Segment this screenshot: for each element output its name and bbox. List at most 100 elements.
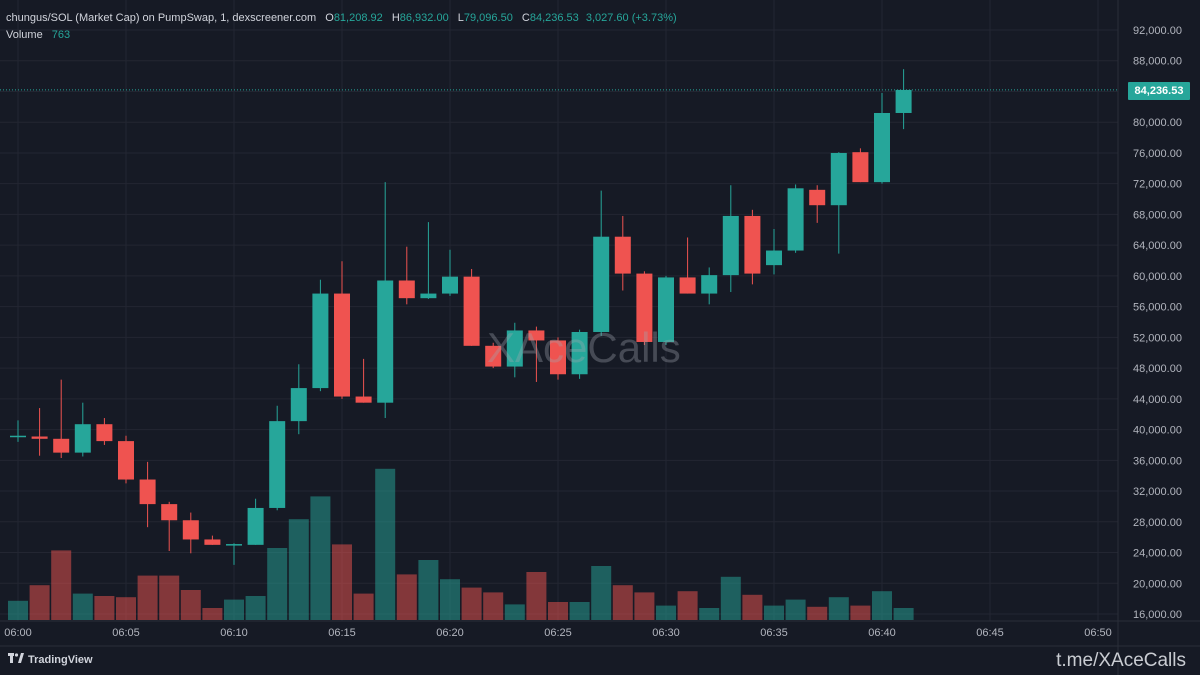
y-tick-label: 52,000.00 xyxy=(1133,332,1182,344)
low-label: L xyxy=(457,12,464,24)
volume-bar xyxy=(634,592,655,620)
high-value: 86,932.00 xyxy=(399,12,449,24)
x-tick-label: 06:40 xyxy=(868,627,896,639)
y-tick-label: 64,000.00 xyxy=(1133,240,1182,252)
y-tick-label: 72,000.00 xyxy=(1133,179,1182,191)
x-tick-label: 06:15 xyxy=(328,627,356,639)
candle-body xyxy=(593,236,610,332)
candle-body xyxy=(895,89,912,113)
volume-bar xyxy=(137,575,158,620)
x-tick-label: 06:20 xyxy=(436,627,464,639)
candle-body xyxy=(377,280,394,403)
chart-legend: chungus/SOL (Market Cap) on PumpSwap, 1,… xyxy=(6,10,677,44)
watermark-text: XAceCalls xyxy=(487,324,681,371)
volume-bar xyxy=(850,605,871,620)
x-tick-label: 06:10 xyxy=(220,627,248,639)
x-tick-label: 06:25 xyxy=(544,627,572,639)
volume-bar xyxy=(94,596,115,620)
tradingview-logo-icon xyxy=(8,653,24,666)
volume-bar xyxy=(396,574,417,620)
candle-body xyxy=(139,479,156,505)
candle-body xyxy=(312,293,329,389)
candle-body xyxy=(744,215,761,274)
volume-bar xyxy=(29,585,50,620)
volume-bar xyxy=(504,604,525,620)
volume-bar xyxy=(159,575,180,620)
candle-body xyxy=(442,276,458,294)
y-tick-label: 32,000.00 xyxy=(1133,486,1182,498)
candle-body xyxy=(355,396,372,403)
volume-label: Volume xyxy=(6,29,43,41)
x-tick-label: 06:50 xyxy=(1084,627,1112,639)
candle-body xyxy=(10,435,26,438)
symbol-title: chungus/SOL (Market Cap) on PumpSwap, 1,… xyxy=(6,12,317,24)
open-value: 81,208.92 xyxy=(333,12,383,24)
y-tick-label: 92,000.00 xyxy=(1133,25,1182,37)
y-tick-label: 16,000.00 xyxy=(1133,609,1182,621)
volume-bar xyxy=(116,597,136,620)
volume-bar xyxy=(461,587,482,620)
volume-bar xyxy=(764,605,784,620)
volume-bar xyxy=(872,591,892,620)
current-price-badge: 84,236.53 xyxy=(1128,82,1190,100)
volume-bar xyxy=(245,596,266,620)
volume-bar xyxy=(612,585,633,620)
volume-bar xyxy=(72,593,93,620)
candle-body xyxy=(226,544,242,546)
volume-bar xyxy=(656,605,676,620)
volume-bar xyxy=(418,560,439,620)
volume-value: 763 xyxy=(51,29,71,41)
volume-bar xyxy=(267,548,288,620)
candle-body xyxy=(463,276,480,346)
candle-body xyxy=(161,504,178,521)
y-tick-label: 56,000.00 xyxy=(1133,302,1182,314)
volume-bar xyxy=(785,599,806,620)
candle-body xyxy=(701,275,718,294)
candle-body xyxy=(614,236,631,274)
candle-body xyxy=(485,345,502,367)
volume-bar xyxy=(51,550,72,620)
candle-body xyxy=(506,330,523,367)
tradingview-label: TradingView xyxy=(28,653,93,666)
candle-body xyxy=(571,331,588,375)
close-value: 84,236.53 xyxy=(529,12,579,24)
y-tick-label: 68,000.00 xyxy=(1133,209,1182,221)
volume-bar xyxy=(526,572,547,620)
y-tick-label: 76,000.00 xyxy=(1133,148,1182,160)
candle-body xyxy=(290,388,307,422)
candle-body xyxy=(787,188,804,251)
y-tick-label: 36,000.00 xyxy=(1133,455,1182,467)
x-tick-label: 06:35 xyxy=(760,627,788,639)
candle-body xyxy=(96,424,113,442)
y-tick-label: 24,000.00 xyxy=(1133,548,1182,560)
change-value: 3,027.60 (+3.73%) xyxy=(585,12,677,24)
candle-body xyxy=(269,421,286,508)
y-tick-label: 20,000.00 xyxy=(1133,578,1182,590)
volume-bar xyxy=(699,608,720,620)
candle-body xyxy=(398,280,415,299)
candle-body xyxy=(204,539,221,545)
candle-body xyxy=(74,424,91,453)
channel-link[interactable]: t.me/XAceCalls xyxy=(1056,650,1186,671)
tradingview-brand[interactable]: TradingView xyxy=(8,653,93,666)
candle-body xyxy=(679,277,696,294)
x-tick-label: 06:30 xyxy=(652,627,680,639)
candle-body xyxy=(722,215,739,276)
y-tick-label: 88,000.00 xyxy=(1133,56,1182,68)
volume-bar xyxy=(375,468,396,620)
volume-bar xyxy=(569,602,590,620)
candle-body xyxy=(550,340,566,375)
candle-body xyxy=(852,152,869,183)
volume-bar xyxy=(332,544,352,620)
candle-body xyxy=(334,293,350,397)
y-tick-label: 40,000.00 xyxy=(1133,425,1182,437)
candle-body xyxy=(247,507,264,545)
volume-bar xyxy=(224,599,244,620)
x-tick-label: 06:45 xyxy=(976,627,1004,639)
x-tick-label: 06:05 xyxy=(112,627,140,639)
volume-bar xyxy=(548,602,568,620)
close-label: C xyxy=(521,12,530,24)
y-tick-label: 48,000.00 xyxy=(1133,363,1182,375)
candle-body xyxy=(31,436,48,439)
